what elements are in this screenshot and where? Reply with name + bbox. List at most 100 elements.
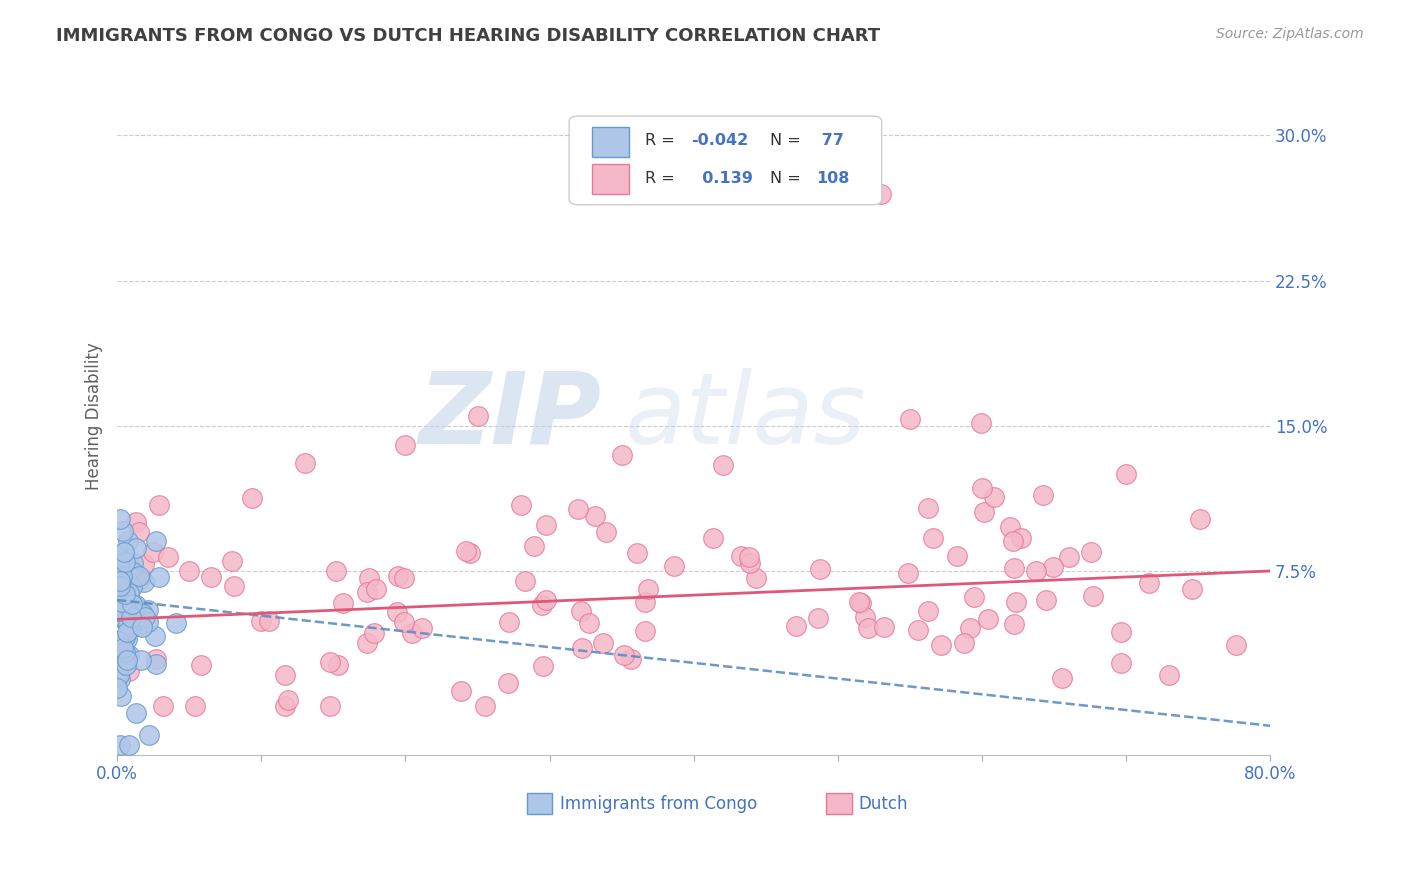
Point: [110, 574, 132, 588]
Point: [117, 554, 139, 568]
Point: [114, 545, 136, 559]
Point: [856, 621, 879, 635]
Point: [1002, 534, 1025, 549]
Point: [870, 186, 893, 201]
Point: [536, 593, 558, 607]
Point: [118, 586, 141, 600]
Point: [114, 612, 136, 626]
Point: [392, 571, 415, 585]
Point: [112, 588, 135, 602]
Point: [849, 596, 872, 610]
Point: [105, 650, 128, 665]
Point: [1025, 564, 1047, 578]
Point: [118, 738, 141, 752]
Point: [112, 604, 135, 618]
Point: [897, 566, 920, 580]
Text: ZIP: ZIP: [419, 368, 602, 465]
Point: [108, 738, 131, 752]
Point: [578, 616, 600, 631]
Point: [387, 569, 409, 583]
Point: [898, 411, 921, 425]
Point: [108, 668, 131, 682]
Point: [114, 630, 136, 644]
Point: [1109, 656, 1132, 670]
Point: [1010, 531, 1032, 545]
Point: [953, 636, 976, 650]
Point: [184, 699, 207, 714]
Point: [125, 571, 148, 585]
FancyBboxPatch shape: [526, 793, 553, 814]
Point: [120, 604, 142, 618]
Point: [387, 605, 409, 619]
Point: [107, 605, 129, 619]
Point: [136, 615, 159, 629]
Point: [1115, 467, 1137, 482]
Point: [326, 658, 349, 673]
Point: [108, 568, 131, 582]
Point: [1035, 592, 1057, 607]
Point: [115, 625, 138, 640]
Point: [117, 533, 139, 548]
Point: [569, 604, 592, 618]
Point: [332, 596, 354, 610]
Point: [134, 574, 156, 589]
Point: [1032, 487, 1054, 501]
Point: [125, 541, 148, 556]
Point: [1181, 582, 1204, 596]
Point: [1002, 560, 1025, 574]
Point: [921, 532, 943, 546]
Point: [807, 611, 830, 625]
Point: [131, 619, 153, 633]
Point: [145, 657, 167, 671]
Point: [108, 673, 131, 687]
Point: [273, 699, 295, 714]
Point: [145, 652, 167, 666]
Point: [120, 620, 142, 634]
Point: [121, 570, 143, 584]
Y-axis label: Hearing Disability: Hearing Disability: [86, 343, 103, 490]
Point: [496, 675, 519, 690]
Point: [117, 616, 139, 631]
Point: [107, 562, 129, 576]
Point: [110, 689, 132, 703]
Point: [125, 598, 148, 612]
Point: [1052, 671, 1074, 685]
Point: [325, 564, 347, 578]
Point: [1188, 512, 1211, 526]
Point: [959, 621, 981, 635]
Text: -0.042: -0.042: [692, 133, 748, 148]
Point: [785, 619, 807, 633]
Point: [121, 612, 143, 626]
Point: [122, 556, 145, 570]
Point: [401, 625, 423, 640]
FancyBboxPatch shape: [592, 127, 628, 157]
Point: [583, 509, 606, 524]
Point: [474, 699, 496, 714]
Point: [595, 524, 617, 539]
Point: [634, 595, 657, 609]
Point: [115, 653, 138, 667]
Point: [105, 663, 128, 677]
Point: [165, 615, 187, 630]
Point: [224, 579, 246, 593]
Point: [108, 579, 131, 593]
Point: [620, 651, 643, 665]
Point: [107, 610, 129, 624]
Point: [294, 456, 316, 470]
Point: [111, 524, 134, 538]
Text: Immigrants from Congo: Immigrants from Congo: [560, 796, 758, 814]
Point: [148, 570, 170, 584]
Point: [456, 543, 478, 558]
Point: [1080, 545, 1102, 559]
Point: [1059, 550, 1081, 565]
Point: [111, 580, 134, 594]
Point: [633, 624, 655, 638]
Point: [319, 655, 342, 669]
Point: [122, 566, 145, 580]
Point: [738, 556, 761, 570]
Point: [917, 604, 939, 618]
Point: [711, 458, 734, 472]
Point: [114, 555, 136, 569]
Text: R =: R =: [645, 133, 681, 148]
Point: [808, 562, 831, 576]
